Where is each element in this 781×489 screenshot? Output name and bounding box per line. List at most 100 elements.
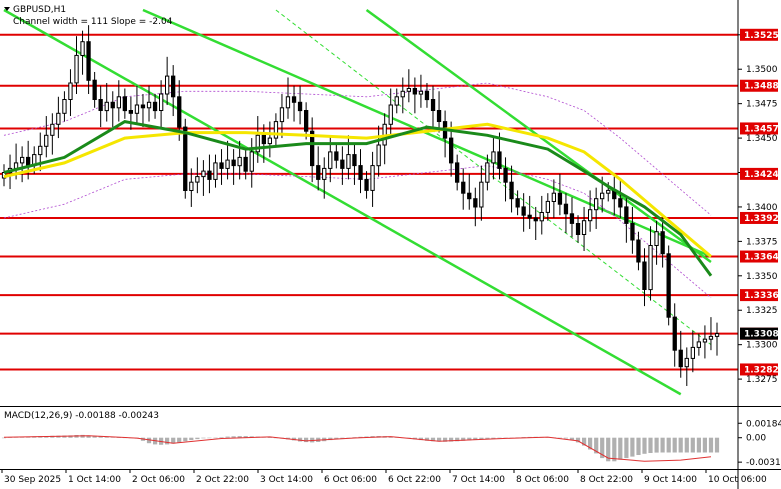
level-price-text: 1.3392 xyxy=(744,214,779,224)
candle-body xyxy=(68,82,73,100)
dropdown-triangle-icon[interactable] xyxy=(4,7,10,11)
candle-body xyxy=(297,101,303,112)
macd-histogram-bar xyxy=(177,437,182,443)
level-price-badge xyxy=(740,167,778,180)
price-tick-label: 1.3450 xyxy=(746,134,778,144)
candle-body xyxy=(273,121,279,139)
candle-body xyxy=(98,99,103,111)
macd-histogram-bar xyxy=(461,437,466,441)
candle-body xyxy=(237,156,242,167)
candle-body xyxy=(207,170,212,180)
time-tick-label: 7 Oct 14:00 xyxy=(452,475,505,485)
candle-body xyxy=(92,79,97,100)
candle-body xyxy=(140,104,146,109)
macd-histogram-bar xyxy=(714,437,720,453)
candle-body xyxy=(473,198,478,208)
candle-body xyxy=(219,162,224,169)
macd-histogram-bar xyxy=(328,437,333,441)
macd-histogram-bar xyxy=(340,437,345,439)
candle-body xyxy=(279,107,285,123)
price-tick-label: 1.3375 xyxy=(746,237,778,247)
macd-histogram-bar xyxy=(618,437,623,460)
candle-body xyxy=(491,151,496,164)
price-tick-label: 1.3275 xyxy=(746,375,778,385)
candle-body xyxy=(50,123,55,136)
level-price-badge xyxy=(740,28,778,41)
candle-body xyxy=(249,151,254,172)
candle-body xyxy=(328,151,333,169)
macd-histogram-bar xyxy=(201,437,206,439)
support-resistance-levels xyxy=(0,33,738,371)
candle-body xyxy=(225,159,230,169)
macd-histogram-bar xyxy=(219,437,224,438)
candle-body xyxy=(618,198,623,208)
channel-upper-line xyxy=(142,8,712,258)
macd-histogram-bar xyxy=(98,436,103,438)
candle-body xyxy=(159,93,164,111)
price-tick-label: 1.3500 xyxy=(746,65,778,75)
ma-dark-line xyxy=(3,120,713,277)
candle-body xyxy=(189,181,194,191)
level-price-badge xyxy=(740,122,778,135)
candle-body xyxy=(497,151,502,169)
current-price-text: 1.3308 xyxy=(744,330,779,340)
candle-body xyxy=(291,96,297,103)
macd-histogram-bar xyxy=(582,437,587,446)
candle-body xyxy=(485,162,490,183)
candle-body xyxy=(678,349,683,368)
macd-panel xyxy=(1,434,720,462)
candle-body xyxy=(44,134,49,147)
candle-body xyxy=(38,145,43,156)
macd-histogram-bar xyxy=(702,437,707,453)
macd-histogram-bar xyxy=(678,437,683,453)
candle-body xyxy=(183,126,188,191)
candle-body xyxy=(352,154,357,167)
candle-body xyxy=(400,90,405,98)
macd-histogram-bar xyxy=(485,437,490,439)
macd-histogram-bar xyxy=(588,437,593,450)
candle-body xyxy=(56,112,61,125)
candle-body xyxy=(461,181,466,194)
candle-body xyxy=(261,134,267,145)
candle-body xyxy=(134,104,140,114)
macd-histogram-bar xyxy=(213,437,218,439)
macd-histogram-bar xyxy=(225,436,230,438)
macd-histogram-bar xyxy=(684,437,689,453)
level-price-text: 1.3525 xyxy=(744,31,779,41)
candle-body xyxy=(606,189,611,194)
candle-body xyxy=(418,90,424,95)
level-price-text: 1.3364 xyxy=(744,253,779,263)
candle-body xyxy=(533,217,538,222)
candle-body xyxy=(310,130,315,167)
candle-body xyxy=(177,96,182,128)
time-tick-label: 2 Oct 06:00 xyxy=(132,475,185,485)
macd-histogram-bar xyxy=(195,437,200,440)
envelope-lower-line xyxy=(3,165,712,299)
macd-tick-label: 0.00184 xyxy=(746,419,781,429)
macd-tick-label: -0.00311 xyxy=(746,458,781,468)
candle-body xyxy=(13,162,19,169)
macd-histogram-bar xyxy=(183,437,188,442)
macd-histogram-bar xyxy=(594,437,599,454)
level-price-text: 1.3282 xyxy=(744,365,779,375)
macd-histogram-bar xyxy=(437,437,442,442)
macd-histogram-bar xyxy=(557,437,562,439)
candle-body xyxy=(436,110,442,122)
macd-histogram-bar xyxy=(600,437,605,459)
envelope-upper-line xyxy=(3,82,712,216)
candle-body xyxy=(600,192,605,200)
macd-histogram-bar xyxy=(68,435,73,438)
candle-body xyxy=(545,200,551,213)
candle-body xyxy=(213,162,218,180)
macd-histogram-bar xyxy=(491,437,496,439)
candle-body xyxy=(243,156,248,172)
macd-histogram-bar xyxy=(563,437,568,439)
macd-histogram-bar xyxy=(267,437,272,438)
macd-histogram-bar xyxy=(334,437,339,440)
channel-lower-line xyxy=(3,8,682,396)
macd-signal-line xyxy=(3,435,712,462)
time-tick-label: 8 Oct 22:00 xyxy=(580,475,633,485)
candle-body xyxy=(648,245,653,291)
candle-body xyxy=(346,154,351,169)
